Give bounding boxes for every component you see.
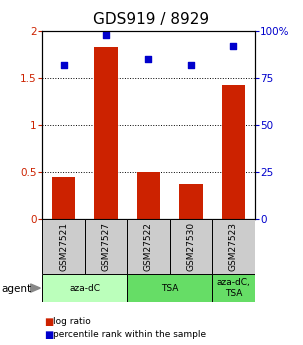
Polygon shape xyxy=(31,284,40,292)
Point xyxy=(146,57,151,62)
Text: GSM27527: GSM27527 xyxy=(102,222,111,271)
Bar xyxy=(42,219,85,274)
Point xyxy=(231,43,236,49)
Point xyxy=(104,32,108,38)
Text: aza-dC: aza-dC xyxy=(69,284,100,293)
Bar xyxy=(212,274,255,302)
Text: GDS919 / 8929: GDS919 / 8929 xyxy=(93,12,210,27)
Bar xyxy=(52,177,75,219)
Bar xyxy=(94,47,118,219)
Text: ■: ■ xyxy=(44,330,53,339)
Bar xyxy=(85,219,127,274)
Bar xyxy=(221,85,245,219)
Text: log ratio: log ratio xyxy=(53,317,91,326)
Bar xyxy=(127,274,212,302)
Text: agent: agent xyxy=(2,284,32,294)
Text: aza-dC,
TSA: aza-dC, TSA xyxy=(216,278,250,298)
Bar xyxy=(127,219,170,274)
Text: percentile rank within the sample: percentile rank within the sample xyxy=(53,330,206,339)
Text: TSA: TSA xyxy=(161,284,178,293)
Bar xyxy=(212,219,255,274)
Text: GSM27530: GSM27530 xyxy=(186,222,195,271)
Bar xyxy=(170,219,212,274)
Text: GSM27522: GSM27522 xyxy=(144,222,153,271)
Text: GSM27521: GSM27521 xyxy=(59,222,68,271)
Bar xyxy=(42,274,127,302)
Bar xyxy=(179,184,202,219)
Text: GSM27523: GSM27523 xyxy=(229,222,238,271)
Point xyxy=(188,62,193,68)
Point xyxy=(61,62,66,68)
Text: ■: ■ xyxy=(44,317,53,326)
Bar xyxy=(137,172,160,219)
